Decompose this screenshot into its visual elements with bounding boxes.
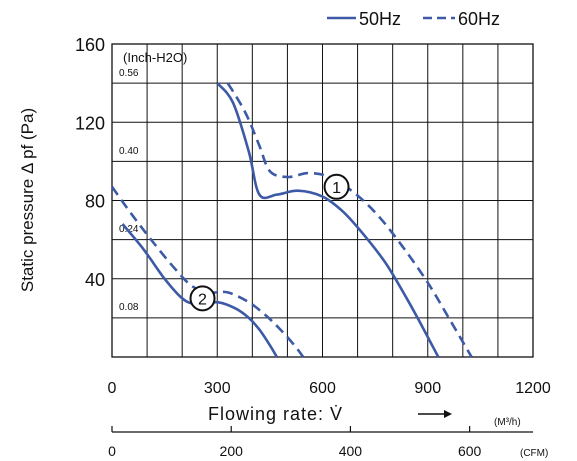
series-group: [110, 82, 473, 358]
cfm-tick-label: 600: [458, 443, 482, 459]
series-line-50hz-curve-1: [216, 82, 440, 358]
y-tick-label: 40: [85, 270, 105, 290]
x-axis-unit: (M³/h): [494, 417, 521, 428]
series-line-60hz-curve-2: [110, 186, 305, 358]
y-axis-tick-labels: 40 80 120 160: [75, 35, 105, 290]
inch-tick-label: 0.40: [119, 146, 139, 157]
x-tick-label: 1200: [515, 380, 551, 397]
grid: [111, 43, 534, 358]
x-tick-label: 600: [309, 380, 336, 397]
series-line-60hz-curve-1: [226, 82, 473, 358]
x-tick-label: 300: [204, 380, 231, 397]
legend-50hz-label: 50Hz: [359, 9, 401, 29]
cfm-axis: 0 200 400 600 (CFM): [108, 426, 548, 459]
inch-tick-label: 0.24: [119, 224, 139, 235]
cfm-unit-label: (CFM): [520, 448, 548, 459]
y-tick-label: 80: [85, 192, 105, 212]
inch-tick-label: 0.08: [119, 302, 139, 313]
curve-marker-circle: [323, 173, 350, 200]
inch-tick-label: 0.56: [119, 68, 139, 79]
inch-h2o-unit-label: (Inch-H2O): [123, 50, 187, 65]
x-tick-label: 0: [108, 380, 117, 397]
y-tick-label: 120: [75, 113, 105, 133]
curve-marker-circle: [189, 285, 216, 312]
legend-60hz-label: 60Hz: [458, 9, 500, 29]
y-tick-label: 160: [75, 35, 105, 55]
cfm-axis-ticks: 0 200 400 600: [108, 426, 482, 459]
inch-h2o-tick-labels: 0.08 0.24 0.40 0.56: [119, 68, 139, 313]
cfm-tick-label: 400: [339, 443, 363, 459]
curve-marker-label: 1: [332, 180, 341, 197]
y-axis-title: Static pressure Δ pf (Pa): [18, 108, 37, 292]
cfm-tick-label: 200: [220, 443, 244, 459]
x-axis-tick-labels: 0 300 600 900 1200: [108, 380, 551, 397]
legend: 50Hz 60Hz: [327, 9, 500, 29]
curve-markers: 12: [189, 173, 350, 312]
cfm-tick-label: 0: [108, 443, 116, 459]
x-axis-title: Flowing rate: V̇: [208, 404, 343, 424]
x-tick-label: 900: [414, 380, 441, 397]
series-line-50hz-curve-2: [121, 223, 279, 358]
arrow-right-icon: [418, 410, 452, 418]
curve-marker-label: 2: [198, 291, 207, 308]
